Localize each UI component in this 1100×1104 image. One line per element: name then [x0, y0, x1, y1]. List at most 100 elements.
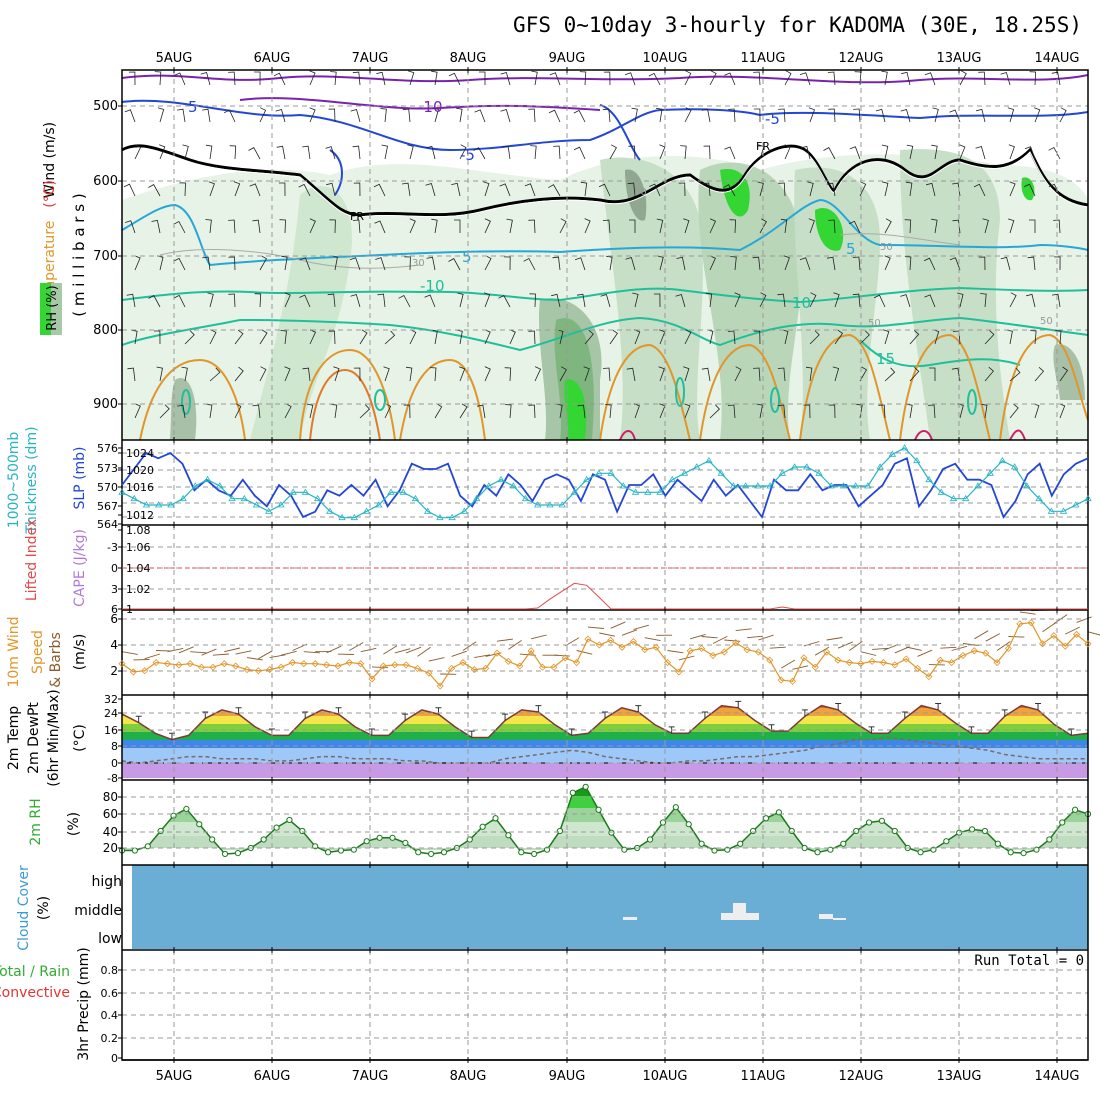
y-tick-label: 1.06: [126, 541, 151, 554]
wind10m-barb: [122, 652, 138, 655]
wind10m-barb: [145, 654, 160, 659]
wind10m-barb: [452, 651, 467, 656]
wind10m-barb: [724, 640, 740, 641]
rh-point: [261, 837, 266, 842]
label-cape: CAPE (J/kg): [72, 529, 88, 607]
y-tick-label: 8: [111, 740, 118, 753]
y-tick-label: 24: [104, 707, 118, 720]
wind10m-barb: [918, 650, 933, 656]
chart-title: GFS 0~10day 3-hourly for KADOMA (30E, 18…: [513, 13, 1082, 37]
wind10m-barb: [827, 638, 843, 641]
run-total: Run Total = 0: [974, 953, 1084, 969]
rh-point: [1021, 851, 1026, 856]
rh-point: [338, 848, 343, 853]
y-tick-label: 0.6: [101, 987, 119, 1000]
wind-barb: [785, 71, 791, 85]
contour-label: 50: [1040, 316, 1053, 327]
date-label-bottom: 6AUG: [254, 1069, 291, 1084]
wind10m-barb: [361, 648, 377, 651]
rh-point: [969, 827, 974, 832]
wind-barb: [1030, 72, 1036, 85]
rh-point: [699, 841, 704, 846]
wind10m-barb: [202, 649, 217, 655]
wind-barb: [528, 109, 535, 122]
wind-barb: [976, 147, 985, 160]
contour-label: 5: [188, 98, 198, 116]
rh-point: [712, 848, 717, 853]
wind-barb: [277, 146, 285, 159]
rh-point: [300, 828, 305, 833]
wind-barb: [408, 71, 414, 85]
wind-barb: [553, 146, 560, 159]
wind10m-barb: [1043, 623, 1056, 632]
y-tick-label: 16: [104, 724, 118, 737]
date-label-top: 5AUG: [156, 51, 193, 66]
rh-point: [287, 817, 292, 822]
wind10m-barb: [770, 647, 786, 648]
wind10m-barb: [815, 647, 829, 655]
rh-point: [184, 806, 189, 811]
wind-barb: [202, 109, 210, 122]
y-tick-label: 1012: [126, 509, 154, 522]
wind10m-barb: [429, 658, 445, 662]
wind-barb: [254, 72, 260, 85]
contour-label: -10: [420, 277, 445, 295]
y-tick-label: 0.2: [101, 1032, 119, 1045]
y-tick-label: 1.02: [126, 583, 151, 596]
wind-barb: [574, 147, 585, 159]
rh-point: [210, 837, 215, 842]
wind-barb: [901, 110, 910, 123]
wind10m-barb: [1065, 627, 1079, 634]
wind-barb: [475, 110, 485, 122]
y-tick-label: 3: [111, 583, 118, 596]
label-3hr-precip: 3hr Precip (mm): [76, 947, 92, 1060]
wind-barb: [174, 73, 185, 85]
contour-label: -5: [460, 146, 475, 164]
y-tick-label: 0: [111, 757, 118, 770]
rh-point: [493, 816, 498, 821]
y-tick-label: 80: [103, 790, 118, 804]
date-label-bottom: 13AUG: [936, 1069, 981, 1084]
contour-label: -10: [418, 98, 443, 116]
y-tick-label: 570: [97, 481, 118, 494]
wind10m-barb: [702, 637, 718, 638]
date-label-bottom: 7AUG: [352, 1069, 389, 1084]
rh-point: [197, 822, 202, 827]
date-label-bottom: 14AUG: [1034, 1069, 1079, 1084]
date-label-top: 14AUG: [1034, 51, 1079, 66]
wind-barb: [310, 108, 316, 122]
wind10m-barb: [406, 647, 421, 653]
y-tick-label: 20: [103, 841, 118, 855]
date-label-top: 8AUG: [450, 51, 487, 66]
label-minmax: (6hr Min/Max): [46, 689, 62, 786]
rh-point: [815, 850, 820, 855]
rh-point: [892, 828, 897, 833]
rh-point: [403, 840, 408, 845]
label-lifted-index: Lifted Index: [24, 519, 40, 601]
wind-barb: [330, 72, 336, 86]
wind10m-barb: [236, 651, 252, 654]
wind-barb: [155, 72, 161, 85]
wind-barb: [828, 109, 835, 122]
rh-point: [841, 841, 846, 846]
wind10m-barb: [599, 633, 615, 636]
date-label-bottom: 10AUG: [642, 1069, 687, 1084]
label-convective: Convective: [0, 985, 70, 1001]
rh-point: [609, 830, 614, 835]
date-label-bottom: 5AUG: [156, 1069, 193, 1084]
wind10m-barb: [327, 646, 342, 653]
y-tick-label: 800: [93, 323, 118, 338]
wind-barb: [702, 109, 710, 122]
panel-rh2m: [119, 780, 1090, 857]
wind10m-barb: [622, 630, 637, 636]
wind10m-barb: [1088, 632, 1100, 636]
y-tick-label: 0: [111, 1052, 118, 1065]
wind-barb: [124, 184, 135, 196]
y-tick-label: 1: [126, 603, 133, 616]
y-tick-label: 1020: [126, 464, 154, 477]
y-tick-label: -3: [107, 541, 118, 554]
label-speed: Speed: [30, 630, 46, 674]
date-label-top: 12AUG: [838, 51, 883, 66]
rh-point: [982, 828, 987, 833]
